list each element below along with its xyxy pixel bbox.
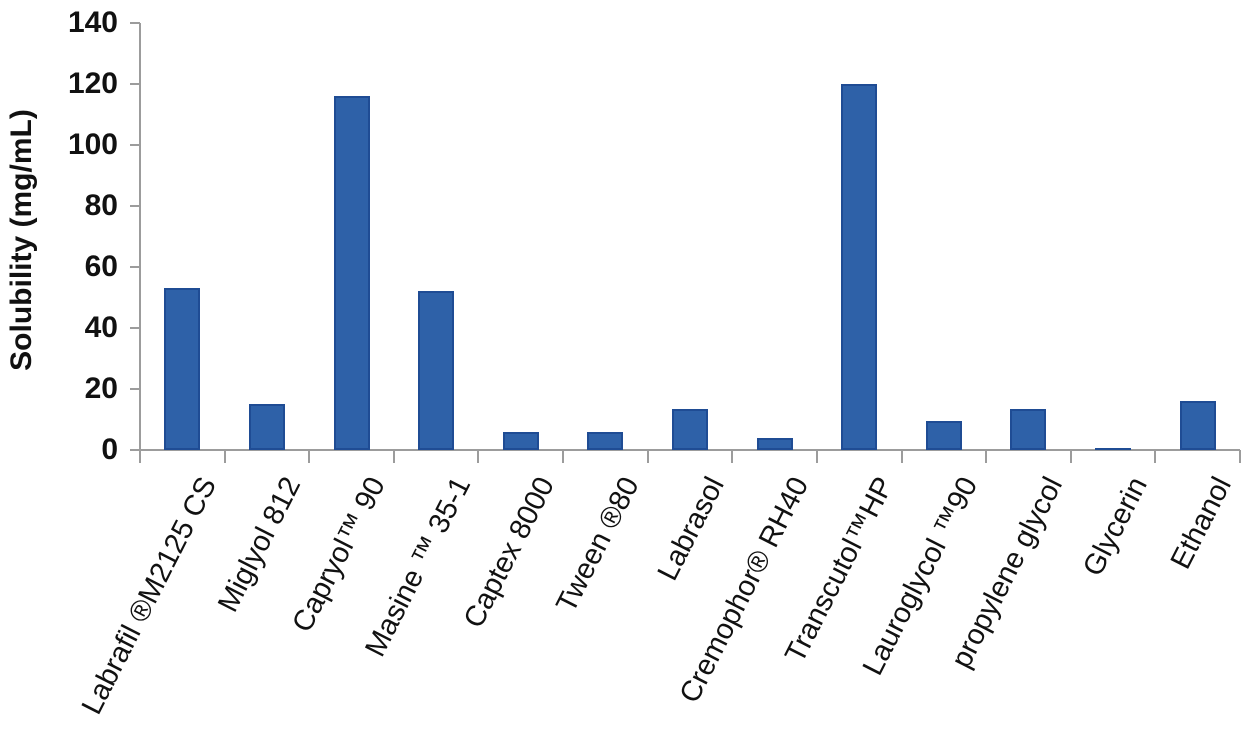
x-category-label-12: Glycerin: [1076, 472, 1154, 582]
y-tick-label-60: 60: [84, 250, 118, 283]
x-tick-mark-5: [562, 450, 565, 463]
y-tick-label-80: 80: [84, 189, 118, 222]
bar-7: [672, 408, 708, 450]
x-category-label-6: Tween ®80: [550, 472, 646, 618]
x-tick-mark-9: [900, 450, 903, 463]
x-tick-mark-4: [477, 450, 480, 463]
bar-13: [1179, 401, 1216, 450]
y-tick-mark-60: [130, 266, 140, 268]
x-tick-mark-13: [1239, 450, 1241, 463]
bar-12: [1095, 447, 1132, 450]
x-tick-mark-12: [1154, 450, 1157, 463]
x-category-label-5: Captex 8000: [458, 472, 562, 634]
y-axis-line: [139, 23, 141, 463]
y-tick-mark-20: [130, 388, 140, 390]
bar-5: [502, 431, 539, 450]
y-tick-label-40: 40: [84, 311, 118, 344]
bar-6: [587, 431, 624, 450]
x-tick-mark-8: [815, 450, 818, 463]
y-tick-mark-80: [130, 205, 140, 207]
x-tick-mark-6: [646, 450, 649, 463]
x-tick-mark-0: [139, 450, 141, 463]
x-tick-mark-7: [731, 450, 734, 463]
y-tick-label-20: 20: [84, 372, 118, 405]
bar-1: [164, 288, 201, 450]
x-axis-line: [140, 449, 1240, 451]
x-category-label-13: Ethanol: [1165, 472, 1239, 575]
y-tick-mark-120: [130, 83, 140, 85]
x-tick-mark-10: [985, 450, 988, 463]
y-tick-label-140: 140: [67, 6, 118, 39]
bar-4: [418, 291, 455, 450]
y-tick-mark-40: [130, 327, 140, 329]
bar-8: [756, 437, 793, 450]
x-category-label-2: Miglyol 812: [212, 472, 308, 618]
x-category-label-1: Labrafil ®M2125 CS: [75, 472, 223, 720]
y-tick-label-120: 120: [67, 67, 118, 100]
bar-11: [1010, 408, 1047, 450]
bar-2: [248, 404, 285, 450]
y-tick-mark-140: [130, 22, 140, 24]
x-tick-mark-1: [223, 450, 226, 463]
bar-3: [333, 96, 370, 450]
bar-10: [925, 421, 962, 450]
x-tick-mark-11: [1069, 450, 1072, 463]
y-tick-mark-100: [130, 144, 140, 146]
x-tick-mark-3: [392, 450, 395, 463]
y-tick-mark-0: [130, 449, 140, 451]
x-category-label-7: Labrasol: [651, 472, 731, 586]
y-tick-label-0: 0: [101, 433, 118, 466]
y-tick-label-100: 100: [67, 128, 118, 161]
bar-9: [841, 84, 878, 450]
x-tick-mark-2: [308, 450, 311, 463]
